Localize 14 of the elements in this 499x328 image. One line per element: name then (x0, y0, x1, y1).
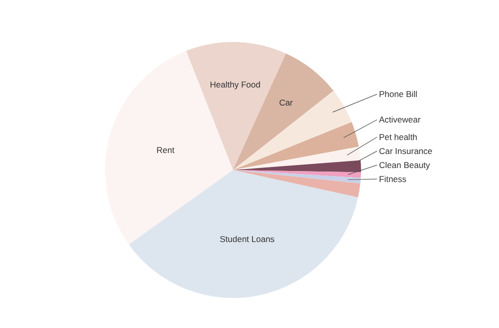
slice-label: Phone Bill (379, 89, 418, 100)
pie-slice (128, 170, 358, 298)
slice-label: Clean Beauty (379, 160, 431, 170)
pie-slice (233, 170, 361, 184)
slice-label: Fitness (379, 174, 406, 184)
slice-label: Car Insurance (379, 146, 433, 156)
slice-label: Car (279, 98, 293, 108)
slice-label: Healthy Food (210, 79, 261, 90)
slice-label: Student Loans (220, 234, 275, 244)
pie-slice (233, 170, 360, 198)
slice-label: Pet health (379, 132, 418, 142)
slice-label: Activewear (379, 114, 421, 125)
pie-slice (233, 90, 352, 170)
slice-label: Rent (156, 145, 176, 156)
